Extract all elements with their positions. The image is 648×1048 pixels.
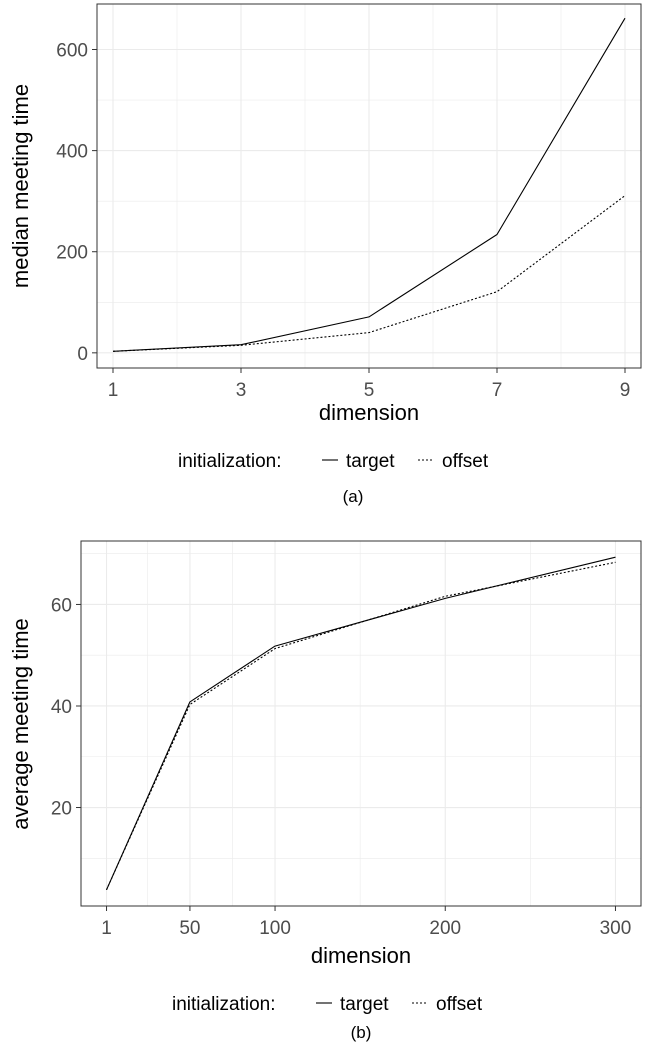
legend-label-target: target <box>340 994 389 1015</box>
legend-label-target: target <box>346 451 395 472</box>
y-tick-label: 200 <box>56 243 88 264</box>
x-tick-label: 100 <box>259 918 291 939</box>
x-tick-label: 300 <box>600 918 632 939</box>
x-tick-label: 1 <box>108 380 119 401</box>
legend-title: initialization: <box>172 994 276 1015</box>
y-tick-label: 60 <box>51 595 72 616</box>
panel-border <box>80 540 642 907</box>
legend: initialization: target offset <box>178 451 489 472</box>
x-tick-label: 1 <box>101 918 112 939</box>
y-tick-label: 20 <box>51 799 72 820</box>
y-tick-label: 600 <box>56 41 88 62</box>
legend-title: initialization: <box>178 451 282 472</box>
y-tick-label: 40 <box>51 697 72 718</box>
x-axis-title: dimension <box>311 943 411 968</box>
y-tick-label: 400 <box>56 142 88 163</box>
x-tick-label: 3 <box>236 380 247 401</box>
x-tick-label: 200 <box>429 918 461 939</box>
series-line-offset <box>105 561 616 891</box>
x-axis-title: dimension <box>319 400 419 425</box>
x-tick-label: 9 <box>620 380 631 401</box>
chart-panel-b: 20 40 60 1 50 100 200 300 dimension average meeti… <box>8 540 642 1042</box>
series-line-target <box>105 556 616 891</box>
x-tick-label: 7 <box>492 380 503 401</box>
figure-caption: (a) <box>343 487 364 506</box>
y-tick-label: 0 <box>77 344 88 365</box>
y-axis-title: median meeting time <box>8 84 33 288</box>
y-axis-title: average meeting time <box>8 618 33 830</box>
figure-caption: (b) <box>351 1023 372 1042</box>
legend-label-offset: offset <box>436 994 483 1015</box>
legend: initialization: target offset <box>172 994 483 1015</box>
legend-label-offset: offset <box>442 451 489 472</box>
x-tick-label: 50 <box>179 918 200 939</box>
chart-panel-a: 0 200 400 600 1 3 5 7 9 dimension median meeting t… <box>8 3 642 506</box>
series-line-offset <box>112 195 626 352</box>
x-tick-label: 5 <box>364 380 375 401</box>
